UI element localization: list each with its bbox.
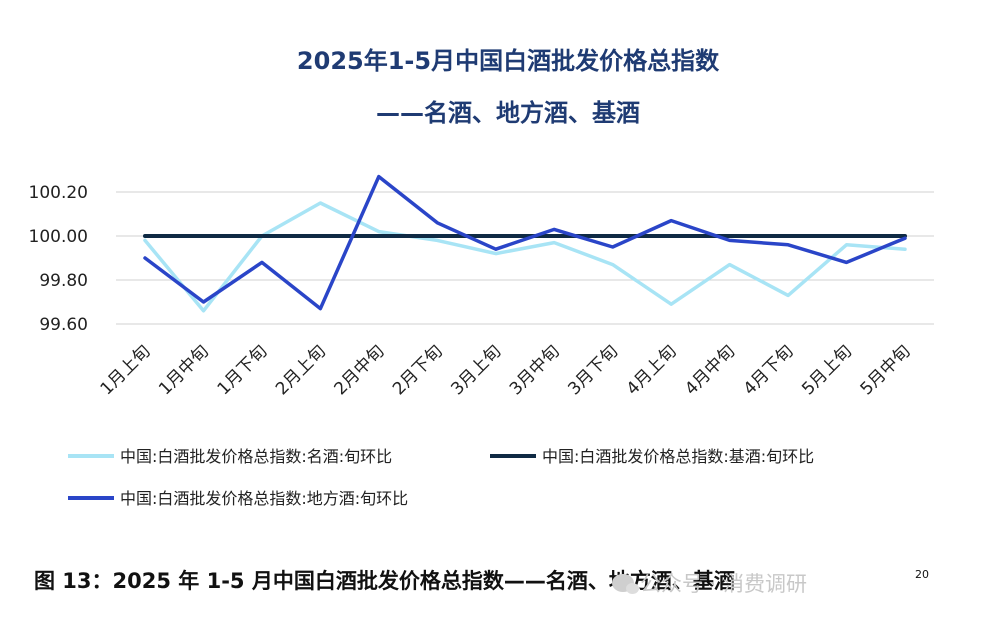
- x-tick-label: 1月中旬: [155, 341, 213, 399]
- x-tick-label: 2月下旬: [389, 341, 447, 399]
- chart: 2025年1-5月中国白酒批发价格总指数 ——名酒、地方酒、基酒 100.201…: [29, 47, 934, 508]
- x-tick-label: 5月上旬: [798, 341, 856, 399]
- x-tick-label: 4月下旬: [740, 341, 798, 399]
- legend-label: 中国:白酒批发价格总指数:名酒:旬环比: [120, 447, 392, 466]
- y-tick-label: 100.20: [29, 183, 88, 203]
- legend-label: 中国:白酒批发价格总指数:地方酒:旬环比: [120, 489, 408, 508]
- x-tick-label: 3月上旬: [447, 341, 505, 399]
- y-tick-label: 100.00: [29, 227, 88, 247]
- wechat-icon: [612, 574, 639, 594]
- chart-title: 2025年1-5月中国白酒批发价格总指数: [297, 47, 720, 75]
- legend: 中国:白酒批发价格总指数:名酒:旬环比 中国:白酒批发价格总指数:基酒:旬环比中国…: [68, 447, 814, 508]
- x-tick-label: 1月下旬: [214, 341, 272, 399]
- y-axis-ticks: 100.20 100.00 99.80 99.60: [29, 183, 88, 335]
- x-tick-label: 2月上旬: [272, 341, 330, 399]
- x-tick-label: 2月中旬: [331, 341, 389, 399]
- chart-subtitle: ——名酒、地方酒、基酒: [376, 99, 640, 127]
- grid: [116, 191, 934, 325]
- x-tick-label: 1月上旬: [97, 341, 155, 399]
- x-tick-label: 4月中旬: [681, 341, 739, 399]
- x-tick-label: 4月上旬: [623, 341, 681, 399]
- series-lines: [143, 174, 907, 313]
- x-tick-label: 5月中旬: [857, 341, 915, 399]
- watermark: 公众号 · 消费调研: [612, 568, 807, 598]
- legend-label: 中国:白酒批发价格总指数:基酒:旬环比: [542, 447, 814, 466]
- page-number: 20: [915, 568, 929, 581]
- series-line-0: [143, 201, 907, 313]
- y-tick-label: 99.60: [39, 315, 88, 335]
- x-axis-ticks: 1月上旬 1月中旬 1月下旬 2月上旬 2月中旬 2月下旬 3月上旬 3月中旬 3月下旬 4月上旬…: [97, 341, 915, 399]
- x-tick-label: 3月中旬: [506, 341, 564, 399]
- watermark-text: 公众号 · 消费调研: [640, 572, 808, 596]
- x-tick-label: 3月下旬: [564, 341, 622, 399]
- series-line-2: [143, 174, 907, 311]
- y-tick-label: 99.80: [39, 271, 88, 291]
